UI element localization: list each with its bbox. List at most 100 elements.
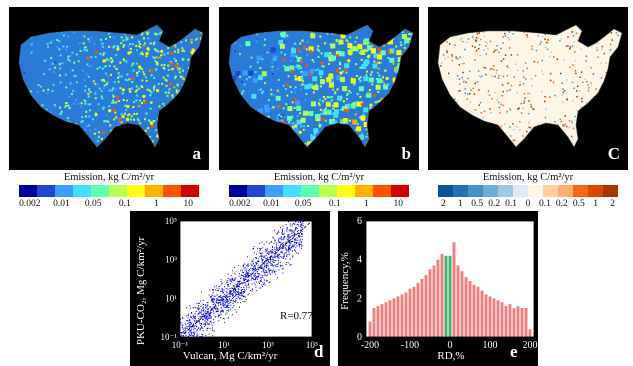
map-cell [94,114,97,117]
map-cell [500,103,503,106]
map-cell [604,125,607,127]
map-cell [122,59,125,62]
scatter-point [194,316,196,318]
scatter-point [237,294,239,296]
map-cell [190,73,193,76]
histogram-bar [500,302,504,337]
scatter-point [291,240,293,242]
map-cell [113,143,116,146]
colorbar-c-gradient [438,185,618,197]
map-cell [382,124,385,127]
map-cell [360,58,363,61]
map-cell [546,41,549,44]
map-cell [258,123,261,126]
map-cell [293,122,296,125]
map-cell [197,132,200,135]
map-hotspot [127,51,131,55]
scatter-point [261,274,263,276]
map-cell [175,139,178,142]
scatter-point [212,298,214,300]
scatter-point [218,286,220,288]
map-cell [334,91,337,94]
map-cell [530,103,532,106]
map-cell [462,71,464,74]
map-cell [52,83,55,86]
scatter-point [248,269,250,271]
scatter-point [201,326,203,328]
map-cell [270,88,273,91]
map-cell [241,92,244,95]
scatter-point [207,308,209,310]
scatter-point [226,284,228,286]
map-cell [200,85,203,88]
map-cell [135,99,138,102]
scatter-point [273,229,275,231]
map-cell [559,72,562,75]
scatter-point [298,244,300,246]
map-cell [585,32,587,34]
scatter-point [261,263,263,265]
colorbar-c-title: Emission, kg C/m²/yr [482,172,574,183]
map-cell [245,78,248,81]
scatter-point [264,248,266,250]
map-cell [440,120,442,123]
map-hotspot [121,114,125,119]
scatter-point [247,275,249,277]
scatter-point [246,275,248,277]
map-cell [618,53,621,55]
scatter-point [206,315,208,317]
scatter-point [219,285,221,287]
map-cell [444,57,447,60]
map-cell [327,148,329,150]
colorbar-tick-label: 0.05 [84,199,102,209]
map-cell [113,45,116,48]
map-cell [562,91,565,94]
map-cell [339,135,342,138]
map-cell [601,102,603,104]
map-cell [69,82,72,85]
scatter-point [224,306,226,308]
map-cell [540,41,542,43]
map-cell [200,55,203,58]
map-cell [498,132,500,135]
map-cell [58,40,61,43]
map-cell [183,139,186,142]
scatter-point [197,321,199,323]
scatter-point [248,280,250,282]
scatter-point [264,273,266,275]
map-cell [581,97,583,100]
scatter-point [287,235,289,237]
map-cell [190,129,193,132]
scatter-point [247,294,249,296]
map-cell [319,145,322,147]
map-cell [610,32,613,34]
scatter-point [232,285,234,287]
scatter-point [207,311,209,313]
map-cell [385,133,388,136]
scatter-point [255,286,257,288]
scatter-point [189,323,191,325]
map-cell [580,118,582,121]
map-cell [489,134,491,137]
map-cell [87,75,90,78]
map-cell [171,96,174,99]
scatter-point [231,287,233,289]
scatter-point [277,240,279,242]
map-cell [30,43,33,46]
map-cell [342,106,348,112]
map-cell [357,77,360,80]
scatter-point [218,296,220,298]
map-cell [126,143,129,146]
scatter-point [266,279,268,281]
map-cell [108,64,111,67]
scatter-point [282,230,284,232]
scatter-point [216,302,218,304]
map-cell [512,128,515,131]
histogram-frame [365,220,535,338]
map-cell [547,48,549,51]
map-cell [187,135,190,138]
scatter-point [214,286,216,288]
map-cell [324,42,327,45]
map-cell [447,72,450,75]
map-cell [489,68,492,71]
